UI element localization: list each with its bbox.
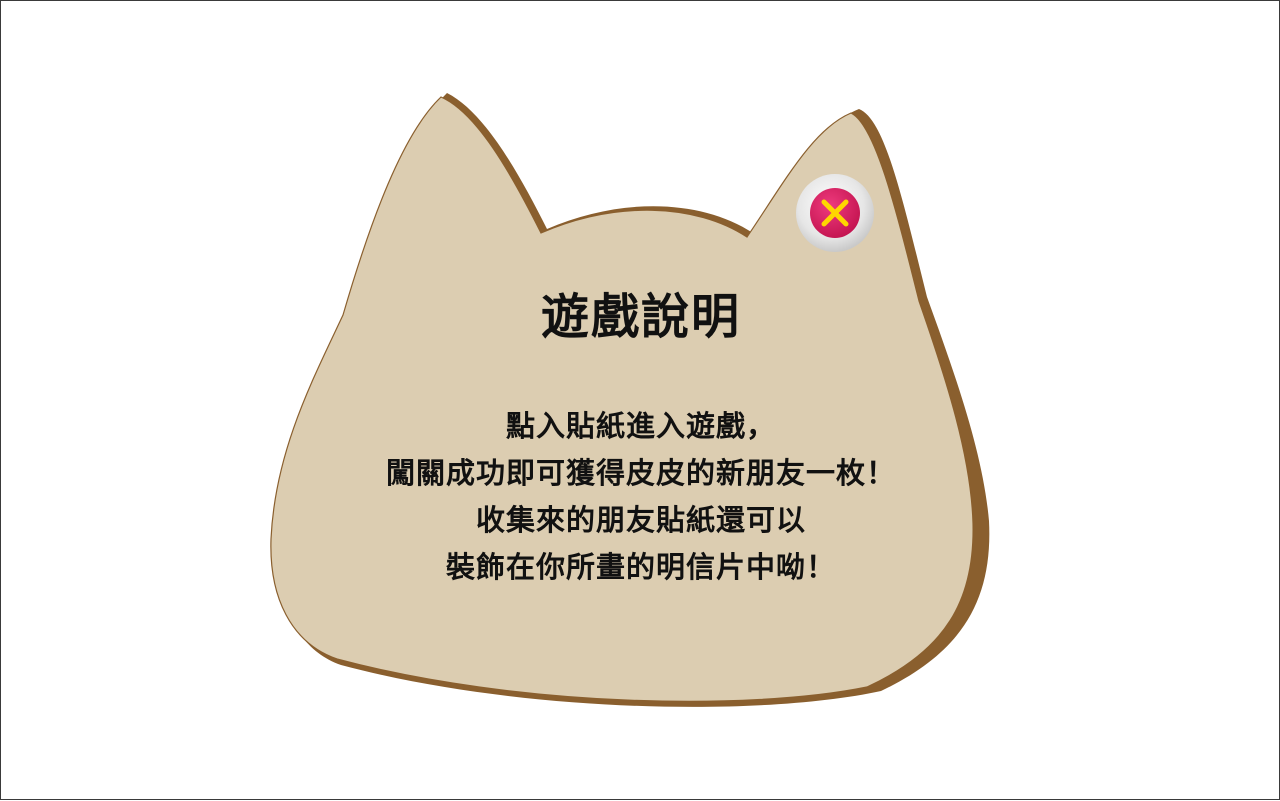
instructions-text: 點入貼紙進入遊戲， 闖關成功即可獲得皮皮的新朋友一枚！ 收集來的朋友貼紙還可以 …: [301, 403, 981, 591]
close-button[interactable]: [795, 173, 875, 253]
instruction-line: 闖關成功即可獲得皮皮的新朋友一枚！: [385, 456, 896, 490]
instruction-line: 收集來的朋友貼紙還可以: [475, 503, 806, 537]
cat-head-panel: [270, 96, 974, 702]
instruction-line: 點入貼紙進入遊戲，: [505, 409, 776, 443]
instruction-line: 裝飾在你所畫的明信片中呦！: [445, 550, 836, 584]
close-icon: [796, 174, 874, 252]
dialog-title: 遊戲說明: [540, 289, 741, 345]
